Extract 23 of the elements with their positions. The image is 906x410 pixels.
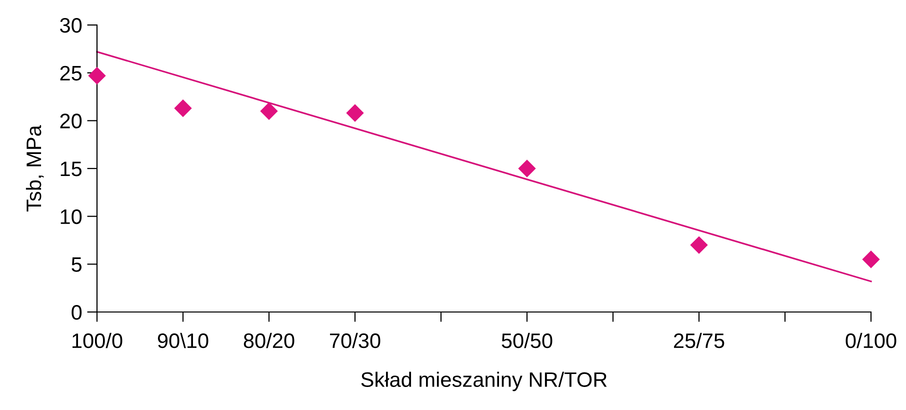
x-tick-label: 0/100 [846,332,896,348]
y-tick-label: 25 [60,66,82,81]
x-tick-label: 50/50 [502,332,552,348]
point [862,250,880,268]
point [346,104,364,122]
y-tick-label: 15 [60,162,82,176]
x-tick-label: 80/20 [244,332,294,348]
y-axis-title: Tsb, MPa [26,125,44,212]
x-tick-label: 70/30 [330,332,380,348]
x-tick-label: 90\10 [158,332,208,348]
point [174,100,192,117]
x-tick-label: 25/75 [674,332,724,348]
x-tick-label: 100/0 [72,332,122,348]
y-tick-label: 30 [60,18,82,33]
y-tick-label: 20 [60,114,82,128]
point [260,102,278,120]
x-axis-title: Skład mieszaniny NR/TOR [361,372,607,392]
y-tick-label: 10 [60,209,82,224]
y-tick-label: 5 [72,257,82,272]
point [88,67,106,84]
y-tick-label: 0 [72,305,82,320]
point [690,236,708,254]
point [518,160,536,178]
